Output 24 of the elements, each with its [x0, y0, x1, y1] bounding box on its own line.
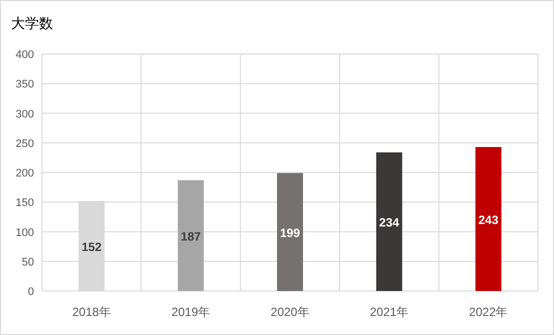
y-tick-label: 250	[16, 138, 34, 150]
data-label: 187	[180, 230, 202, 244]
y-tick-label: 350	[16, 78, 34, 91]
x-tick-label: 2018年	[72, 305, 111, 319]
data-label: 243	[478, 213, 499, 228]
data-label: 234	[379, 216, 400, 230]
chart-title: 大学数	[11, 15, 53, 31]
x-tick-label: 2021年	[370, 305, 409, 319]
y-tick-label: 200	[16, 168, 34, 180]
y-tick-label: 300	[16, 108, 34, 120]
bar	[178, 180, 204, 291]
bar	[376, 152, 402, 291]
x-tick-label: 2022年	[469, 305, 508, 319]
bar	[277, 173, 303, 291]
y-tick-label: 400	[16, 49, 34, 61]
data-label: 199	[280, 226, 300, 240]
y-tick-label: 0	[28, 286, 34, 298]
y-tick-label: 150	[16, 197, 34, 210]
x-tick-label: 2019年	[171, 305, 210, 319]
x-tick-label: 2020年	[270, 305, 310, 319]
data-label: 152	[82, 240, 102, 254]
bar	[475, 147, 502, 291]
y-tick-label: 50	[22, 256, 34, 268]
y-tick-label: 100	[16, 226, 34, 239]
